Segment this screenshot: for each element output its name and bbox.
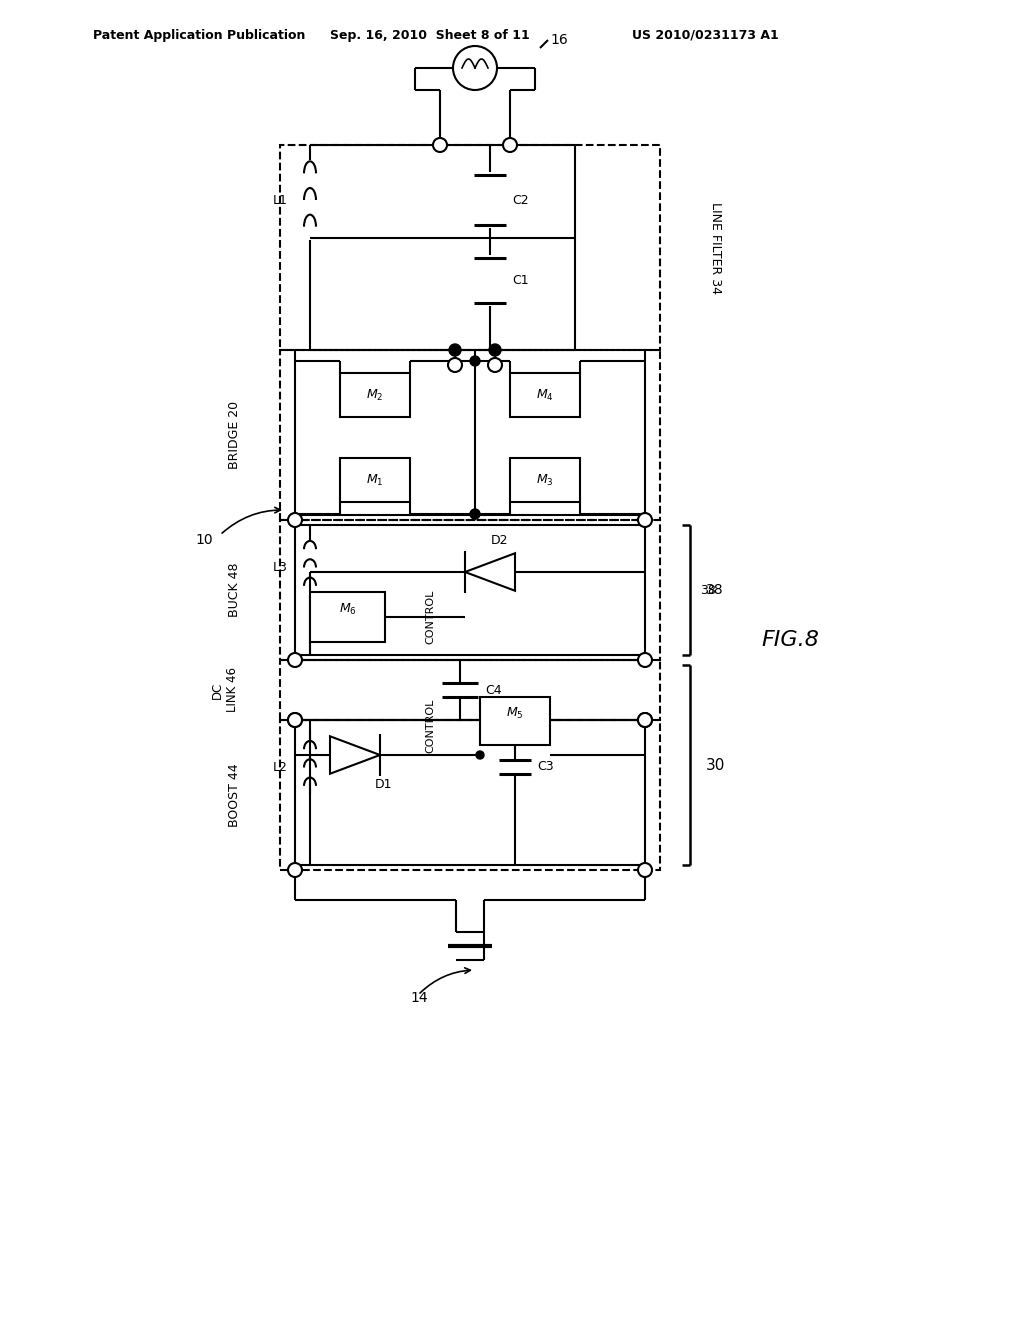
Circle shape bbox=[638, 713, 652, 727]
Text: L2: L2 bbox=[273, 762, 288, 774]
Circle shape bbox=[449, 358, 462, 372]
Text: 30: 30 bbox=[706, 758, 725, 772]
Circle shape bbox=[288, 713, 302, 727]
Text: BRIDGE 20: BRIDGE 20 bbox=[228, 401, 242, 469]
Text: C2: C2 bbox=[512, 194, 528, 206]
Bar bbox=[340, 374, 410, 417]
Circle shape bbox=[453, 46, 497, 90]
Bar bbox=[280, 719, 660, 870]
Text: DC
LINK 46: DC LINK 46 bbox=[211, 668, 239, 713]
Bar bbox=[340, 458, 410, 502]
Circle shape bbox=[470, 510, 480, 519]
Text: Sep. 16, 2010  Sheet 8 of 11: Sep. 16, 2010 Sheet 8 of 11 bbox=[330, 29, 529, 41]
Text: 14: 14 bbox=[410, 991, 428, 1005]
Circle shape bbox=[489, 345, 501, 356]
Text: $M_4$: $M_4$ bbox=[537, 388, 554, 403]
Text: LINE FILTER 34: LINE FILTER 34 bbox=[709, 202, 722, 293]
Circle shape bbox=[638, 653, 652, 667]
Text: 38: 38 bbox=[706, 583, 724, 597]
Bar bbox=[310, 591, 385, 642]
Circle shape bbox=[638, 713, 652, 727]
Text: $M_6$: $M_6$ bbox=[339, 602, 356, 616]
Text: 16: 16 bbox=[550, 33, 567, 48]
Text: $M_3$: $M_3$ bbox=[537, 473, 554, 487]
Bar bbox=[510, 458, 580, 502]
Text: CONTROL: CONTROL bbox=[425, 698, 435, 752]
Bar bbox=[280, 145, 660, 350]
Circle shape bbox=[503, 139, 517, 152]
Bar bbox=[480, 697, 550, 744]
Bar bbox=[280, 520, 660, 660]
Bar bbox=[510, 374, 580, 417]
Text: D2: D2 bbox=[492, 533, 509, 546]
Text: BUCK 48: BUCK 48 bbox=[228, 562, 242, 618]
Text: 10: 10 bbox=[195, 533, 213, 546]
Bar bbox=[280, 350, 660, 520]
Text: $M_5$: $M_5$ bbox=[506, 706, 524, 721]
Text: L3: L3 bbox=[273, 561, 288, 574]
Text: Patent Application Publication: Patent Application Publication bbox=[93, 29, 305, 41]
Circle shape bbox=[449, 345, 461, 356]
Circle shape bbox=[638, 513, 652, 527]
Text: D1: D1 bbox=[374, 779, 392, 792]
Text: L1: L1 bbox=[273, 194, 288, 206]
Text: $M_2$: $M_2$ bbox=[367, 388, 384, 403]
Text: FIG.8: FIG.8 bbox=[761, 630, 819, 649]
Bar bbox=[280, 660, 660, 719]
Text: CONTROL: CONTROL bbox=[425, 590, 435, 644]
Circle shape bbox=[433, 139, 447, 152]
Text: C4: C4 bbox=[485, 684, 502, 697]
Circle shape bbox=[476, 751, 484, 759]
Circle shape bbox=[288, 863, 302, 876]
Text: $M_1$: $M_1$ bbox=[367, 473, 384, 487]
Text: C1: C1 bbox=[512, 275, 528, 286]
Circle shape bbox=[288, 713, 302, 727]
Circle shape bbox=[470, 356, 480, 366]
Circle shape bbox=[488, 358, 502, 372]
Text: BOOST 44: BOOST 44 bbox=[228, 763, 242, 826]
Text: US 2010/0231173 A1: US 2010/0231173 A1 bbox=[632, 29, 778, 41]
Text: C3: C3 bbox=[537, 760, 554, 774]
Text: 38: 38 bbox=[700, 583, 716, 597]
Circle shape bbox=[288, 513, 302, 527]
Circle shape bbox=[288, 653, 302, 667]
Circle shape bbox=[638, 863, 652, 876]
